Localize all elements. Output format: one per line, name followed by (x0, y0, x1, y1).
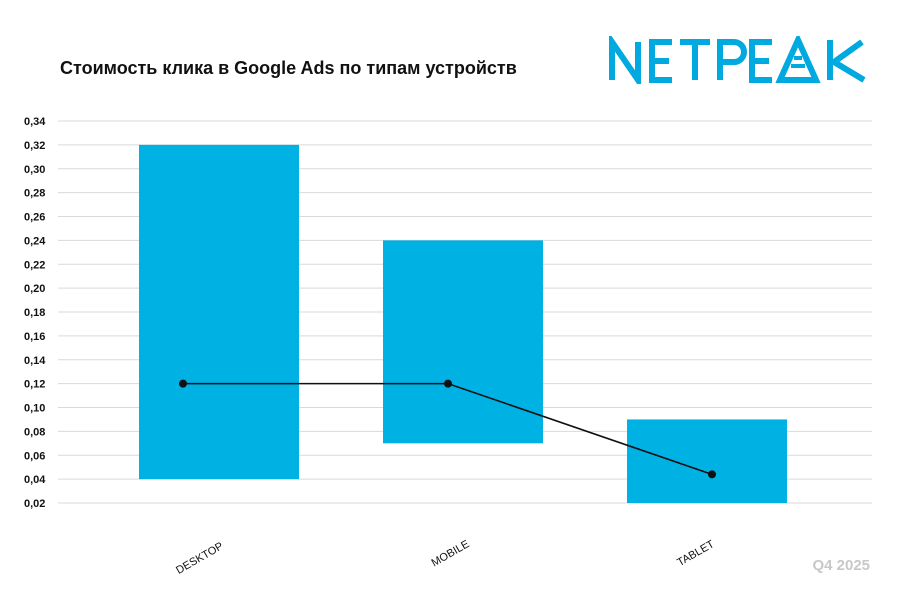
y-tick-label: 0,04 (24, 474, 46, 486)
y-tick-label: 0,08 (24, 426, 45, 438)
bar-desktop (139, 144, 299, 480)
bar-mobile (383, 240, 543, 444)
line-point-mobile (444, 379, 452, 388)
y-tick-label: 0,26 (24, 212, 45, 224)
y-tick-label: 0,06 (24, 450, 45, 462)
y-tick-label: 0,32 (24, 140, 45, 152)
y-tick-label: 0,34 (24, 116, 46, 128)
y-tick-label: 0,22 (24, 259, 45, 271)
line-point-tablet (708, 470, 716, 479)
netpeak-logo-icon (609, 32, 866, 90)
x-tick-label-tablet: TABLET (675, 538, 717, 569)
y-tick-label: 0,16 (24, 331, 45, 343)
line-point-desktop (179, 379, 187, 388)
y-tick-label: 0,20 (24, 283, 45, 295)
y-tick-label: 0,10 (24, 403, 45, 415)
netpeak-logo (608, 32, 870, 90)
y-tick-label: 0,12 (24, 379, 45, 391)
y-tick-label: 0,18 (24, 307, 45, 319)
y-tick-label: 0,14 (24, 355, 46, 367)
x-tick-label-mobile: MOBILE (429, 538, 471, 569)
y-tick-label: 0,28 (24, 188, 45, 200)
y-tick-label: 0,24 (24, 235, 46, 247)
x-tick-label-desktop: DESKTOP (174, 540, 225, 577)
chart-title: Стоимость клика в Google Ads по типам ус… (60, 58, 517, 78)
bar-tablet (627, 419, 787, 503)
period-label: Q4 2025 (812, 557, 870, 574)
y-tick-label: 0,30 (24, 164, 45, 176)
y-tick-label: 0,02 (24, 498, 45, 510)
